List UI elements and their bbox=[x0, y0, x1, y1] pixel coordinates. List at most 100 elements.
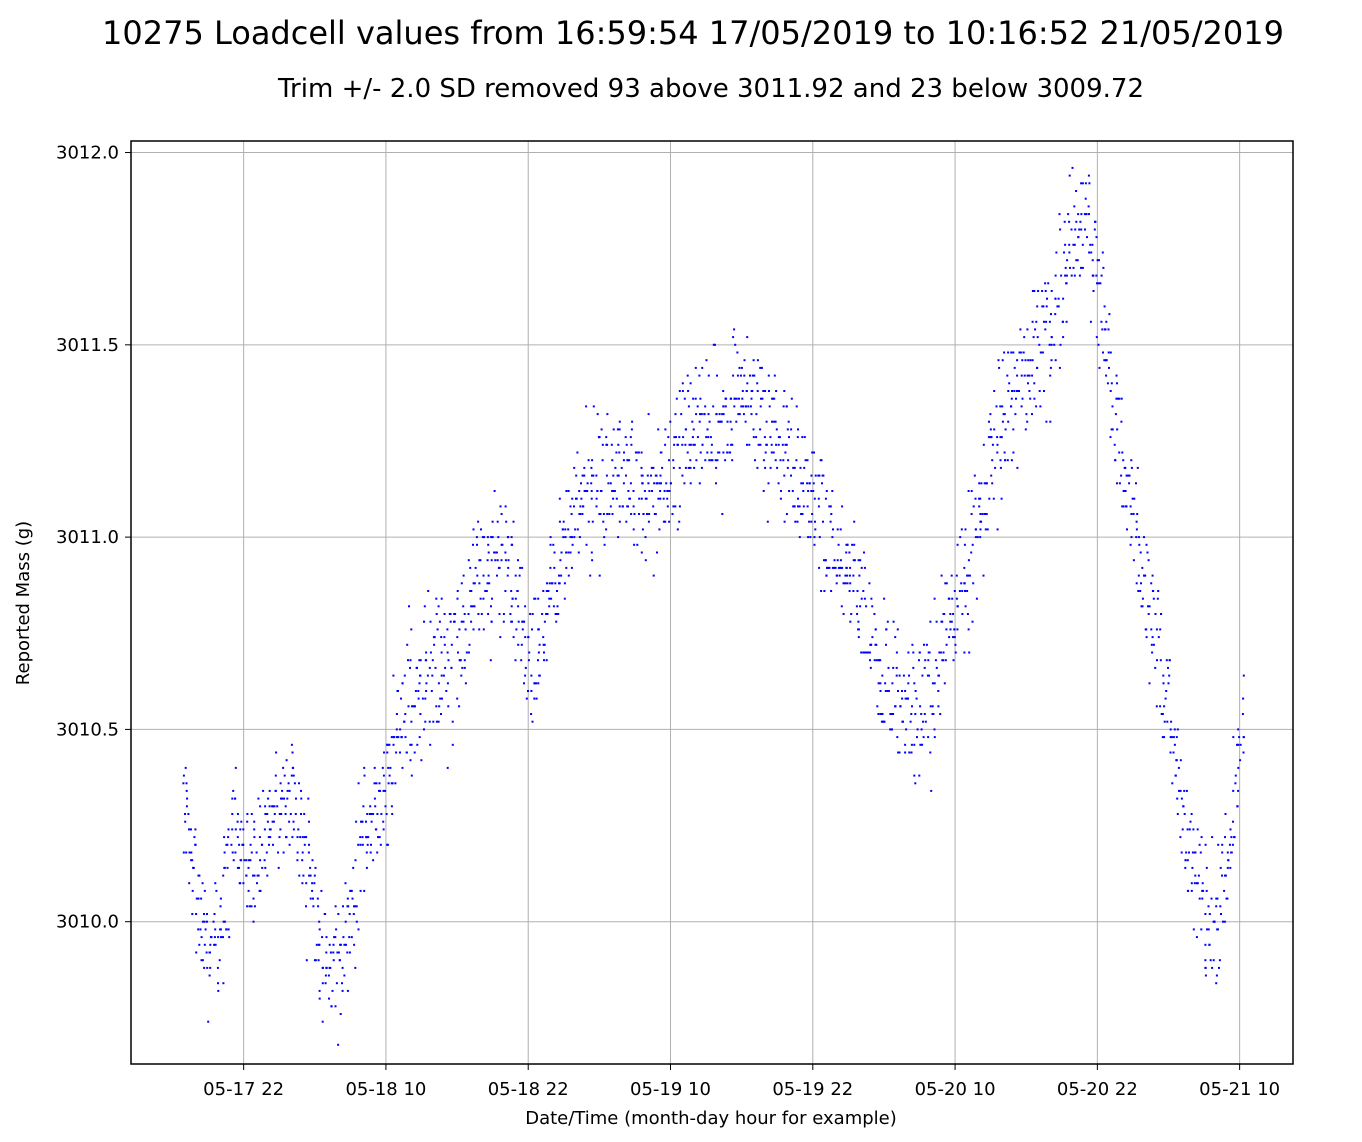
data-point bbox=[386, 743, 389, 746]
data-point bbox=[1068, 220, 1071, 223]
data-point bbox=[918, 651, 921, 654]
data-point bbox=[284, 813, 287, 815]
data-point bbox=[795, 405, 798, 408]
data-point bbox=[736, 374, 739, 377]
data-point bbox=[1092, 290, 1095, 292]
data-point bbox=[788, 436, 790, 439]
data-point bbox=[1048, 320, 1051, 323]
data-point bbox=[264, 805, 267, 808]
data-point bbox=[611, 490, 614, 492]
data-point bbox=[245, 859, 248, 862]
data-point bbox=[242, 828, 245, 831]
data-point bbox=[990, 474, 993, 477]
data-point bbox=[1075, 190, 1078, 192]
data-point bbox=[227, 836, 230, 839]
data-point bbox=[444, 666, 447, 669]
data-point bbox=[976, 536, 979, 539]
x-tick-label: 05-21 10 bbox=[1199, 1079, 1280, 1100]
data-point bbox=[1001, 359, 1004, 362]
data-point bbox=[253, 874, 256, 877]
data-point bbox=[1178, 789, 1180, 792]
data-point bbox=[1135, 520, 1138, 523]
data-point bbox=[1107, 328, 1110, 331]
data-point bbox=[1221, 851, 1224, 854]
data-point bbox=[380, 813, 383, 815]
data-point bbox=[1168, 659, 1171, 662]
data-point bbox=[885, 643, 887, 646]
data-point bbox=[1054, 274, 1057, 277]
data-point bbox=[458, 705, 461, 708]
data-point bbox=[549, 566, 552, 569]
data-point bbox=[318, 989, 321, 992]
data-point bbox=[190, 828, 192, 831]
data-point bbox=[332, 943, 335, 946]
data-point bbox=[826, 566, 828, 569]
data-point bbox=[1091, 259, 1094, 262]
data-point bbox=[302, 874, 305, 877]
data-point bbox=[411, 705, 413, 708]
data-point bbox=[280, 797, 282, 800]
data-point bbox=[478, 582, 481, 585]
data-point bbox=[756, 390, 759, 392]
data-point bbox=[509, 613, 512, 615]
data-point bbox=[967, 490, 970, 492]
data-point bbox=[595, 474, 598, 477]
data-point bbox=[1114, 413, 1117, 416]
data-point bbox=[361, 820, 364, 823]
data-point bbox=[1200, 836, 1203, 839]
data-point bbox=[418, 659, 421, 662]
data-point bbox=[1087, 205, 1090, 208]
data-point bbox=[472, 628, 475, 631]
data-point bbox=[1128, 474, 1131, 477]
data-point bbox=[423, 620, 425, 623]
data-point bbox=[435, 597, 438, 600]
data-point bbox=[527, 659, 530, 662]
data-point bbox=[695, 459, 698, 462]
data-point bbox=[586, 490, 589, 492]
data-point bbox=[763, 436, 766, 439]
data-point bbox=[1105, 320, 1108, 323]
data-point bbox=[737, 413, 740, 416]
data-point bbox=[419, 713, 422, 715]
data-point bbox=[571, 543, 574, 546]
data-point bbox=[808, 520, 811, 523]
data-point bbox=[217, 989, 220, 992]
data-point bbox=[994, 466, 997, 469]
data-point bbox=[534, 597, 537, 600]
data-point bbox=[898, 674, 901, 677]
data-point bbox=[806, 459, 809, 462]
data-point bbox=[1185, 851, 1188, 854]
data-point bbox=[1128, 482, 1131, 485]
data-point bbox=[1132, 559, 1135, 562]
data-point bbox=[683, 482, 686, 485]
data-point bbox=[687, 466, 690, 469]
data-point bbox=[724, 397, 727, 400]
data-point bbox=[1211, 836, 1214, 839]
data-point bbox=[1003, 451, 1006, 454]
data-point bbox=[401, 766, 404, 769]
data-point bbox=[774, 420, 777, 423]
data-point bbox=[779, 459, 782, 462]
data-point bbox=[660, 451, 663, 454]
data-point bbox=[975, 597, 978, 600]
data-point bbox=[1234, 782, 1237, 785]
data-point bbox=[908, 751, 911, 754]
data-point bbox=[284, 805, 287, 808]
data-point bbox=[1218, 959, 1221, 962]
data-point bbox=[296, 851, 299, 854]
data-point bbox=[585, 405, 588, 408]
data-point bbox=[644, 559, 647, 562]
data-point bbox=[931, 705, 934, 708]
data-point bbox=[726, 443, 729, 446]
data-point bbox=[500, 559, 503, 562]
data-point bbox=[1006, 374, 1009, 377]
data-point bbox=[923, 666, 926, 669]
data-point bbox=[467, 559, 470, 562]
data-point bbox=[440, 636, 443, 639]
data-point bbox=[184, 813, 186, 815]
data-point bbox=[446, 682, 449, 685]
data-point bbox=[897, 690, 899, 692]
data-point bbox=[538, 674, 541, 677]
data-point bbox=[979, 520, 982, 523]
data-point bbox=[300, 813, 302, 815]
